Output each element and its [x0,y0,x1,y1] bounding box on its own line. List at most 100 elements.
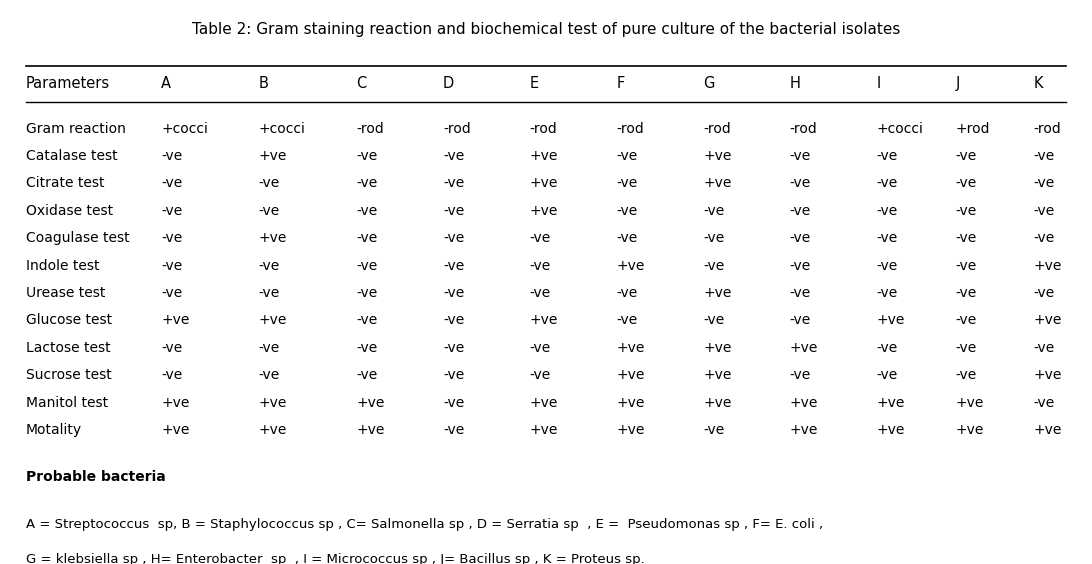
Text: -ve: -ve [259,204,280,218]
Text: +ve: +ve [877,423,905,437]
Text: H: H [790,76,800,91]
Text: -ve: -ve [790,231,811,245]
Text: -ve: -ve [530,368,551,382]
Text: -ve: -ve [956,204,977,218]
Text: +ve: +ve [1034,258,1063,272]
Text: +ve: +ve [530,314,558,327]
Text: -ve: -ve [1034,286,1055,300]
Text: -ve: -ve [956,314,977,327]
Text: +ve: +ve [530,149,558,163]
Text: +ve: +ve [790,423,818,437]
Text: -ve: -ve [956,177,977,190]
Text: -ve: -ve [259,341,280,355]
Text: Lactose test: Lactose test [26,341,110,355]
Text: -ve: -ve [790,258,811,272]
Text: -ve: -ve [259,177,280,190]
Text: +ve: +ve [790,341,818,355]
Text: -rod: -rod [443,121,471,135]
Text: -ve: -ve [162,258,182,272]
Text: +ve: +ve [956,423,984,437]
Text: +ve: +ve [617,423,644,437]
Text: +ve: +ve [617,258,644,272]
Text: -ve: -ve [877,286,898,300]
Text: -ve: -ve [877,368,898,382]
Text: -ve: -ve [162,177,182,190]
Text: +ve: +ve [162,395,190,409]
Text: -ve: -ve [443,423,464,437]
Text: -ve: -ve [443,149,464,163]
Text: -ve: -ve [443,286,464,300]
Text: -ve: -ve [956,149,977,163]
Text: I: I [877,76,881,91]
Text: -ve: -ve [356,341,378,355]
Text: -ve: -ve [1034,204,1055,218]
Text: C: C [356,76,367,91]
Text: Motality: Motality [26,423,82,437]
Text: +cocci: +cocci [259,121,306,135]
Text: -ve: -ve [703,258,724,272]
Text: -ve: -ve [617,149,638,163]
Text: Table 2: Gram staining reaction and biochemical test of pure culture of the bact: Table 2: Gram staining reaction and bioc… [192,22,900,37]
Text: Catalase test: Catalase test [26,149,118,163]
Text: -ve: -ve [443,231,464,245]
Text: -ve: -ve [956,258,977,272]
Text: +ve: +ve [162,314,190,327]
Text: Coagulase test: Coagulase test [26,231,130,245]
Text: -ve: -ve [443,368,464,382]
Text: +ve: +ve [530,177,558,190]
Text: Gram reaction: Gram reaction [26,121,126,135]
Text: -ve: -ve [443,258,464,272]
Text: +rod: +rod [956,121,990,135]
Text: -ve: -ve [443,177,464,190]
Text: +ve: +ve [530,395,558,409]
Text: -ve: -ve [956,231,977,245]
Text: +ve: +ve [259,149,287,163]
Text: +ve: +ve [356,395,384,409]
Text: E: E [530,76,538,91]
Text: +ve: +ve [703,395,732,409]
Text: A = Streptococcus  sp, B = Staphylococcus sp , C= Salmonella sp , D = Serratia s: A = Streptococcus sp, B = Staphylococcus… [26,518,823,531]
Text: J: J [956,76,960,91]
Text: +ve: +ve [162,423,190,437]
Text: K: K [1034,76,1043,91]
Text: +ve: +ve [356,423,384,437]
Text: +ve: +ve [877,395,905,409]
Text: +ve: +ve [703,286,732,300]
Text: -ve: -ve [617,231,638,245]
Text: +ve: +ve [703,368,732,382]
Text: -ve: -ve [790,368,811,382]
Text: +ve: +ve [259,395,287,409]
Text: -ve: -ve [356,286,378,300]
Text: -ve: -ve [162,149,182,163]
Text: -ve: -ve [956,286,977,300]
Text: -ve: -ve [259,258,280,272]
Text: Indole test: Indole test [26,258,99,272]
Text: -ve: -ve [617,204,638,218]
Text: A: A [162,76,171,91]
Text: -ve: -ve [877,231,898,245]
Text: -ve: -ve [1034,177,1055,190]
Text: -ve: -ve [1034,395,1055,409]
Text: Citrate test: Citrate test [26,177,105,190]
Text: -ve: -ve [356,231,378,245]
Text: -ve: -ve [703,231,724,245]
Text: -ve: -ve [259,368,280,382]
Text: -ve: -ve [356,204,378,218]
Text: +ve: +ve [703,341,732,355]
Text: -rod: -rod [617,121,644,135]
Text: +ve: +ve [703,149,732,163]
Text: -rod: -rod [703,121,731,135]
Text: -rod: -rod [1034,121,1061,135]
Text: -ve: -ve [703,204,724,218]
Text: -ve: -ve [530,231,551,245]
Text: -ve: -ve [530,286,551,300]
Text: -rod: -rod [790,121,818,135]
Text: -ve: -ve [356,314,378,327]
Text: -ve: -ve [617,177,638,190]
Text: -rod: -rod [356,121,384,135]
Text: -ve: -ve [443,395,464,409]
Text: +ve: +ve [703,177,732,190]
Text: -ve: -ve [356,258,378,272]
Text: -ve: -ve [877,341,898,355]
Text: G: G [703,76,714,91]
